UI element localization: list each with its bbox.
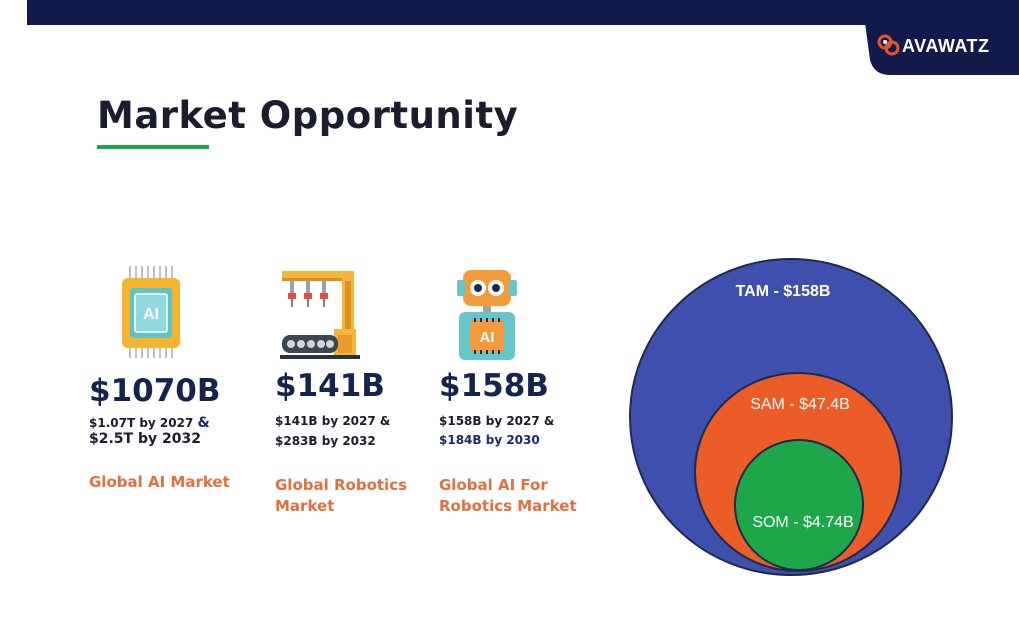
robotic-assembly-line-icon: [280, 271, 360, 359]
card-label-ai-robotics-line2: Robotics Market: [439, 497, 577, 515]
brand-name: AVAWATZ: [902, 36, 990, 56]
market-sizing-diagram: TAM - $158B SAM - $47.4B SOM - $4.74B: [629, 258, 953, 576]
card-detail-robotics-line2: $283B by 2032: [275, 434, 376, 448]
card-detail-ai-robotics-line2: $184B by 2030: [439, 433, 540, 447]
som-circle: [734, 439, 864, 571]
title-underline: [97, 145, 209, 149]
sam-label: SAM - $47.4B: [750, 396, 850, 413]
tam-label: TAM - $158B: [736, 283, 831, 300]
card-detail-ai-robotics-line1: $158B by 2027 &: [439, 414, 555, 428]
card-label-ai: Global AI Market: [89, 472, 230, 493]
svg-text:AI: AI: [143, 306, 159, 323]
card-detail-ai-line1: $1.07T by 2027: [89, 416, 194, 430]
card-detail-ai-line2: $2.5T by 2032: [89, 431, 201, 447]
card-label-robotics-line2: Market: [275, 497, 335, 515]
card-value-ai-robotics: $158B: [439, 368, 549, 404]
avawatz-logo-icon: [877, 34, 900, 56]
card-detail-robotics-line1: $141B by 2027 &: [275, 414, 391, 428]
card-value-ai: $1070B: [89, 373, 221, 409]
card-label-robotics: Global Robotics Market: [275, 475, 407, 517]
card-detail-ai-robotics: $158B by 2027 & $184B by 2030: [439, 413, 554, 448]
card-label-ai-robotics-line1: Global AI For: [439, 476, 548, 494]
card-value-robotics: $141B: [275, 368, 385, 404]
page-title: Market Opportunity: [97, 94, 519, 137]
card-detail-ai: $1.07T by 2027 & $2.5T by 2032: [89, 415, 210, 447]
svg-text:AI: AI: [480, 329, 495, 346]
card-detail-robotics: $141B by 2027 & $283B by 2032: [275, 413, 390, 449]
card-detail-ai-ampersand: &: [197, 415, 210, 431]
card-label-ai-robotics: Global AI For Robotics Market: [439, 475, 577, 517]
ai-chip-icon: AI: [122, 266, 180, 358]
header-bar: [27, 0, 1019, 25]
card-label-ai-line1: Global AI Market: [89, 473, 230, 491]
card-label-robotics-line1: Global Robotics: [275, 476, 408, 494]
ai-robot-icon: AI: [457, 270, 517, 360]
som-label: SOM - $4.74B: [752, 514, 853, 531]
logo-tab: [862, 0, 1019, 75]
